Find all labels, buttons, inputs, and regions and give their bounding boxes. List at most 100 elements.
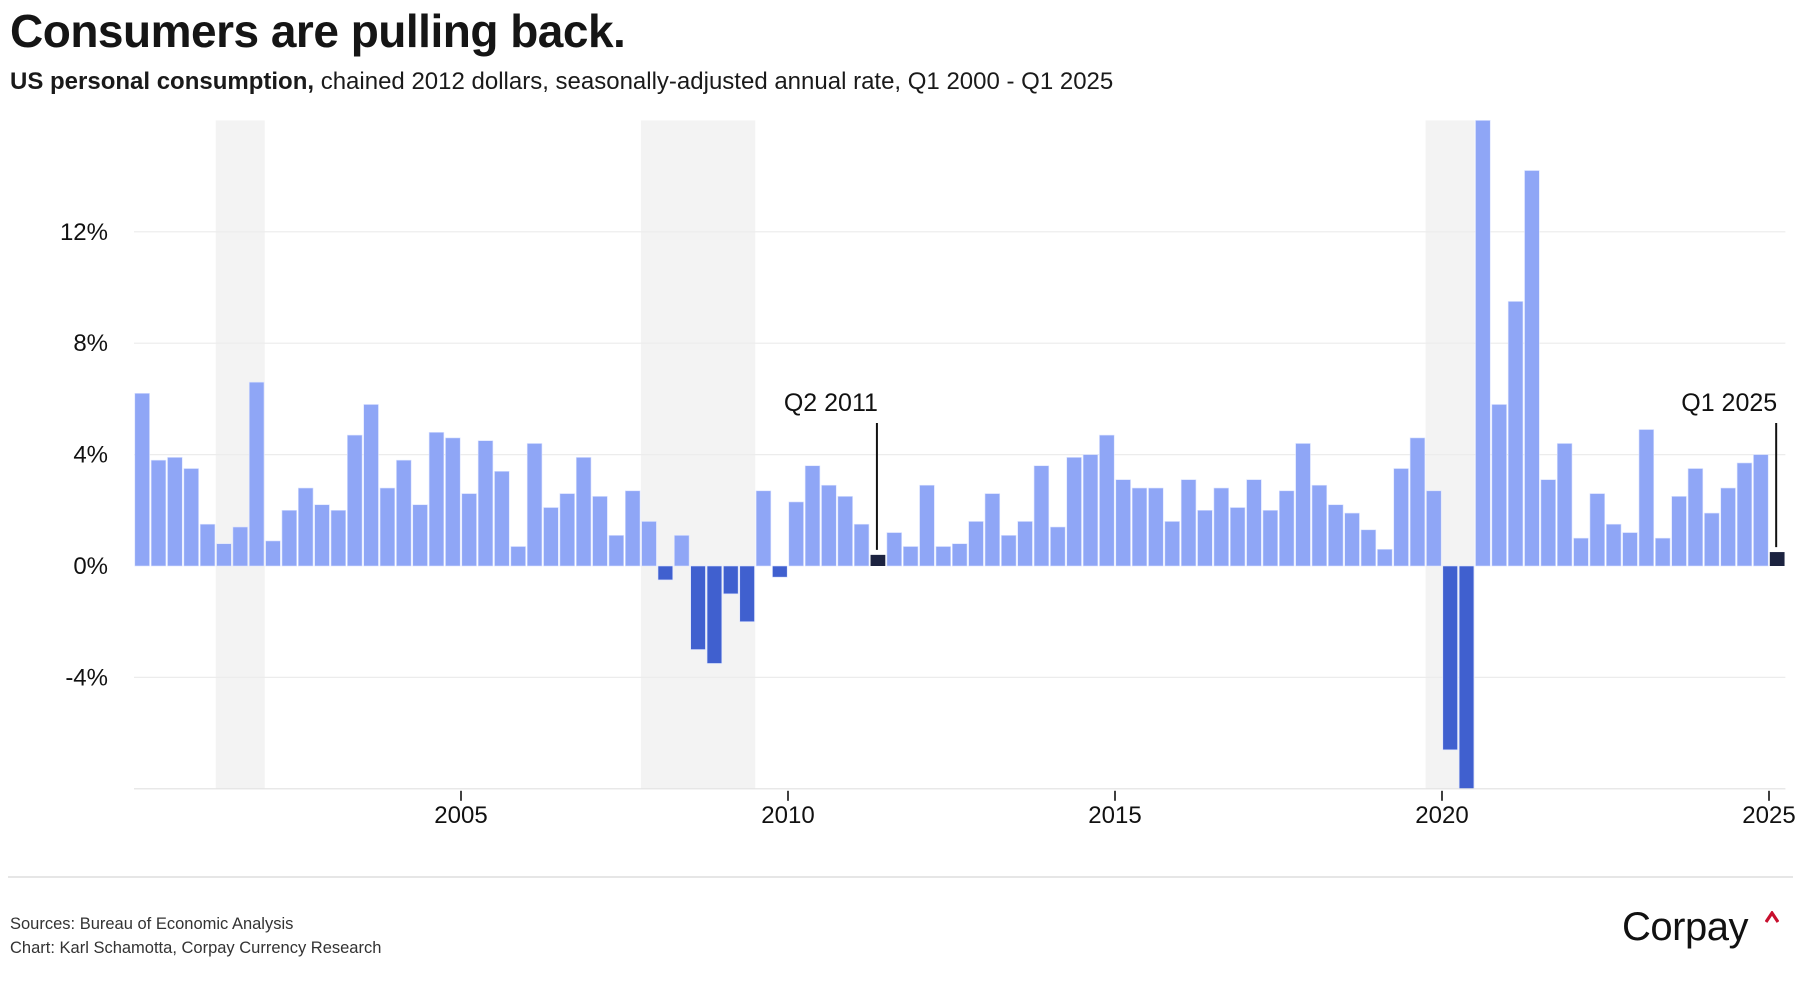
bar bbox=[968, 521, 984, 567]
bar bbox=[510, 546, 526, 567]
bar bbox=[1197, 509, 1213, 567]
bar bbox=[788, 501, 804, 567]
bar bbox=[690, 565, 706, 650]
annotation-label: Q1 2025 bbox=[1681, 389, 1777, 417]
bar bbox=[608, 535, 625, 567]
bar bbox=[1033, 465, 1050, 567]
bar bbox=[902, 546, 919, 567]
bar bbox=[1066, 457, 1082, 567]
bar bbox=[1769, 552, 1785, 566]
bar bbox=[314, 504, 330, 567]
bar bbox=[886, 532, 902, 567]
y-tick-label: 8% bbox=[73, 330, 108, 357]
bar bbox=[919, 484, 935, 567]
bar bbox=[1573, 537, 1589, 567]
bar bbox=[1164, 521, 1180, 567]
bar bbox=[657, 565, 674, 581]
bar bbox=[1148, 487, 1164, 567]
bar bbox=[641, 521, 657, 567]
bar bbox=[1589, 493, 1605, 567]
bar bbox=[1279, 490, 1295, 567]
bar bbox=[804, 465, 821, 567]
bar bbox=[984, 493, 1001, 567]
bar bbox=[265, 540, 281, 567]
bar bbox=[363, 404, 379, 567]
bar bbox=[1655, 537, 1671, 567]
bar bbox=[870, 554, 886, 566]
x-tick-label: 2015 bbox=[1088, 802, 1141, 829]
bar bbox=[1311, 484, 1328, 567]
bar bbox=[1229, 507, 1246, 567]
footer-divider bbox=[8, 876, 1793, 878]
caret-icon bbox=[1765, 911, 1779, 923]
bar bbox=[853, 523, 870, 567]
bar bbox=[412, 504, 428, 567]
bar bbox=[1131, 487, 1148, 567]
chart-subtitle: US personal consumption, chained 2012 do… bbox=[10, 68, 1113, 96]
bar bbox=[1001, 535, 1017, 567]
bar bbox=[216, 543, 232, 567]
bar bbox=[1524, 170, 1540, 567]
chart-credit: Chart: Karl Schamotta, Corpay Currency R… bbox=[10, 939, 382, 957]
bar bbox=[592, 496, 608, 567]
subtitle-rest: chained 2012 dollars, seasonally-adjuste… bbox=[314, 68, 1114, 95]
bar bbox=[1622, 532, 1638, 567]
bar bbox=[297, 487, 314, 567]
bar bbox=[330, 509, 347, 567]
bar bbox=[1099, 434, 1115, 567]
bar bbox=[1442, 565, 1458, 751]
bars-group bbox=[134, 120, 1785, 790]
x-tick-label: 2025 bbox=[1742, 802, 1795, 829]
bar bbox=[1704, 512, 1720, 567]
bar bbox=[1507, 301, 1524, 567]
bar bbox=[347, 434, 363, 567]
bar bbox=[1360, 529, 1377, 567]
bar bbox=[134, 393, 150, 567]
bar bbox=[1115, 479, 1131, 567]
bar bbox=[1475, 120, 1491, 567]
bar bbox=[706, 565, 723, 664]
bar bbox=[935, 546, 952, 567]
bar bbox=[1344, 512, 1360, 567]
bar bbox=[248, 381, 265, 567]
bar bbox=[1082, 454, 1099, 567]
bar bbox=[1556, 443, 1573, 567]
y-tick-label: 0% bbox=[73, 553, 108, 580]
x-axis: 2005 2010 2015 2020 2025 bbox=[134, 788, 1796, 829]
bar bbox=[428, 432, 445, 567]
bar bbox=[477, 440, 494, 567]
bar bbox=[396, 459, 412, 567]
bar bbox=[1491, 404, 1507, 567]
bar bbox=[1246, 479, 1262, 567]
y-tick-label: -4% bbox=[65, 664, 108, 691]
bar bbox=[723, 565, 739, 595]
bar bbox=[494, 471, 510, 567]
corpay-logo: Corpay bbox=[1622, 905, 1779, 953]
annotation-label: Q2 2011 bbox=[784, 389, 878, 417]
bar bbox=[1213, 487, 1229, 567]
bar bbox=[739, 565, 755, 623]
bar bbox=[1736, 462, 1753, 567]
bar bbox=[1180, 479, 1197, 567]
bar bbox=[1017, 521, 1033, 567]
bar bbox=[232, 526, 248, 567]
bar bbox=[281, 509, 298, 567]
logo-wordmark: Corpay bbox=[1622, 905, 1748, 949]
bar bbox=[1393, 468, 1409, 567]
bar bbox=[543, 507, 559, 567]
bar bbox=[1377, 548, 1393, 567]
x-tick-label: 2010 bbox=[761, 802, 814, 829]
bar bbox=[951, 543, 968, 567]
bar bbox=[1050, 526, 1066, 567]
bar bbox=[1409, 437, 1426, 567]
y-tick-label: 12% bbox=[60, 219, 108, 246]
bar bbox=[772, 565, 788, 578]
bar bbox=[1671, 496, 1687, 567]
bar bbox=[199, 523, 216, 567]
bar bbox=[379, 487, 396, 567]
bar bbox=[559, 493, 575, 567]
bar bbox=[167, 457, 183, 567]
sources-note: Sources: Bureau of Economic Analysis bbox=[10, 915, 294, 933]
bar bbox=[150, 459, 167, 567]
bar bbox=[445, 437, 461, 567]
